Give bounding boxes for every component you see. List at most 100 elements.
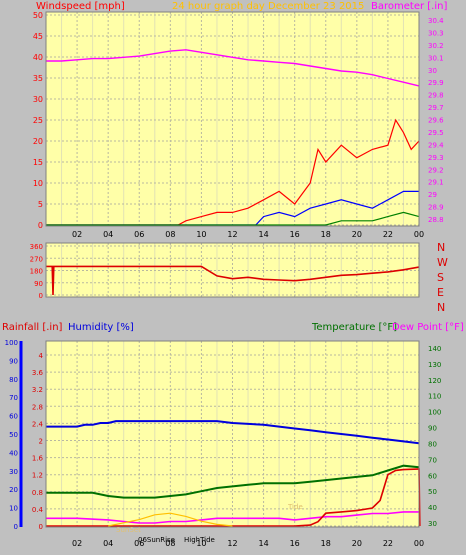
- x-tick-label: 10: [196, 230, 206, 239]
- wind-tick-label: 10: [33, 179, 43, 188]
- rain-humidity-grid: [46, 341, 419, 527]
- rain-tick-label: 3.6: [32, 369, 44, 377]
- series-line: [46, 211, 420, 226]
- baro-tick-label: 28.9: [428, 204, 444, 212]
- temp-tick-label: 50: [428, 488, 437, 496]
- wind-tick-label: 15: [33, 158, 43, 167]
- series-line: [46, 420, 420, 445]
- x-tick-label: 22: [383, 539, 393, 548]
- x-tick-label: 12: [227, 230, 237, 239]
- x-tick-label: 02: [72, 539, 82, 548]
- temp-tick-label: 60: [428, 472, 437, 480]
- temperature-title: Temperature [°F]: [311, 322, 397, 333]
- hightide-label: HighTide: [184, 536, 215, 544]
- direction-tick-label: 360: [30, 243, 43, 251]
- baro-tick-label: 29.2: [428, 166, 444, 174]
- direction-tick-label: 0: [39, 292, 43, 300]
- rain-tick-label: 2.4: [32, 420, 44, 428]
- baro-tick-label: 29.1: [428, 179, 444, 187]
- sunrise-label: 06SunRise: [138, 536, 175, 544]
- wind-tick-label: 50: [33, 11, 43, 20]
- baro-tick-label: 30: [428, 67, 437, 75]
- temp-tick-label: 30: [428, 520, 437, 528]
- temp-tick-label: 120: [428, 377, 441, 385]
- temp-tick-label: 90: [428, 425, 437, 433]
- humidity-tick-label: 90: [9, 357, 18, 365]
- series-line: [46, 511, 419, 524]
- direction-border: [45, 242, 420, 298]
- direction-tick-label: 180: [30, 268, 43, 276]
- faded-sunset-label: SunSet: [116, 526, 141, 534]
- wind-tick-label: 5: [38, 200, 43, 209]
- wind-tick-label: 30: [33, 95, 43, 104]
- wind-tick-label: 25: [33, 116, 43, 125]
- wind-baro-ticks: 0 5 10 15 20 25 30 35 40 45 50 28.8 28.9 29 29.1 29.2 29…: [33, 11, 444, 239]
- humidity-tick-label: 80: [9, 376, 18, 384]
- compass-n-top: N: [437, 241, 445, 254]
- wind-tick-label: 0: [38, 221, 43, 230]
- x-tick-label: 14: [258, 230, 268, 239]
- humidity-tick-label: 100: [5, 339, 18, 347]
- series-line: [46, 468, 421, 527]
- x-tick-label: 08: [165, 230, 175, 239]
- x-tick-label: 16: [290, 230, 300, 239]
- x-tick-label: 08: [165, 539, 175, 548]
- barometer-title: Barometer [.in]: [371, 1, 447, 12]
- temp-tick-label: 130: [428, 361, 441, 369]
- temp-tick-label: 80: [428, 440, 437, 448]
- baro-tick-label: 29.3: [428, 154, 444, 162]
- x-tick-label: 10: [196, 539, 206, 548]
- x-tick-label: 00: [414, 230, 424, 239]
- temp-tick-label: 140: [428, 345, 441, 353]
- series-line: [46, 49, 420, 87]
- rain-humidity-border: [45, 340, 420, 528]
- rain-tick-label: 4: [39, 352, 44, 360]
- series-line: [46, 464, 420, 499]
- x-tick-label: 04: [103, 539, 113, 548]
- baro-tick-label: 30.3: [428, 29, 444, 37]
- temp-tick-label: 70: [428, 456, 437, 464]
- series-line: [46, 190, 419, 226]
- baro-tick-label: 29.4: [428, 141, 444, 149]
- rain-tick-label: 3.2: [32, 386, 43, 394]
- x-tick-label: 16: [290, 539, 300, 548]
- rain-tick-label: 0.4: [32, 506, 44, 514]
- compass-labels: N W S E N: [437, 241, 448, 314]
- rain-tick-label: 0.8: [32, 489, 43, 497]
- x-tick-label: 06: [134, 230, 144, 239]
- direction-grid: [46, 243, 419, 297]
- x-tick-label: 06: [134, 539, 144, 548]
- baro-tick-label: 28.8: [428, 216, 444, 224]
- wind-baro-series: [46, 49, 420, 226]
- humidity-tick-label: 50: [9, 431, 18, 439]
- x-tick-label: 14: [258, 539, 268, 548]
- baro-tick-label: 29.8: [428, 92, 444, 100]
- direction-tick-label: 90: [34, 280, 43, 288]
- compass-n-bottom: N: [437, 301, 445, 314]
- series-line: [46, 265, 420, 296]
- temp-tick-label: 100: [428, 409, 441, 417]
- x-tick-label: 02: [72, 230, 82, 239]
- humidity-tick-label: 10: [9, 505, 18, 513]
- humidity-tick-label: 60: [9, 413, 18, 421]
- baro-tick-label: 29.6: [428, 117, 444, 125]
- direction-tick-label: 270: [30, 255, 43, 263]
- baro-tick-label: 29.9: [428, 79, 444, 87]
- windspeed-title: Windspeed [mph]: [36, 1, 125, 12]
- rain-humidity-ticks: 010203040506070809010000.40.81.21.622.42…: [5, 339, 442, 548]
- compass-w: W: [437, 256, 448, 269]
- wind-tick-label: 40: [33, 53, 43, 62]
- series-line: [108, 512, 233, 527]
- humidity-tick-label: 0: [14, 523, 18, 531]
- baro-tick-label: 30.2: [428, 42, 444, 50]
- x-tick-label: 22: [383, 230, 393, 239]
- rain-tick-label: 2: [39, 438, 43, 446]
- wind-baro-plot-area: [46, 12, 419, 226]
- baro-tick-label: 30.4: [428, 17, 444, 25]
- wind-baro-grid: [46, 12, 419, 226]
- humidity-tick-label: 30: [9, 468, 18, 476]
- x-tick-label: 18: [321, 539, 331, 548]
- date-title: 24 hour graph day December 23 2015: [172, 1, 364, 12]
- humidity-tick-label: 40: [9, 449, 18, 457]
